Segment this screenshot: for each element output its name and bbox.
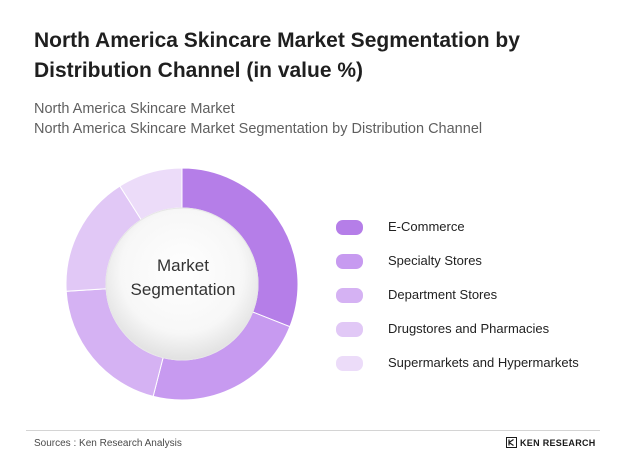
brand-logo: KEN RESEARCH <box>506 437 596 448</box>
legend-swatch <box>336 220 363 235</box>
legend-label: Drugstores and Pharmacies <box>388 321 550 336</box>
subtitle-market: North America Skincare Market <box>34 101 235 117</box>
legend-item-supermarkets-hypermarkets: Supermarkets and Hypermarkets <box>336 347 616 381</box>
subtitle-segmentation: North America Skincare Market Segmentati… <box>34 121 483 137</box>
legend-item-specialty-stores: Specialty Stores <box>336 245 616 279</box>
legend-swatch <box>336 254 363 269</box>
legend-label: Specialty Stores <box>388 253 482 268</box>
legend-label: Supermarkets and Hypermarkets <box>388 355 579 370</box>
donut-chart <box>65 167 299 401</box>
source-note: Sources : Ken Research Analysis <box>34 438 182 449</box>
legend-swatch <box>336 322 363 337</box>
donut-center <box>105 207 259 361</box>
legend-label: E-Commerce <box>388 219 465 234</box>
legend-item-drugstores-pharmacies: Drugstores and Pharmacies <box>336 313 616 347</box>
chart-title: North America Skincare Market Segmentati… <box>34 29 520 82</box>
donut-center-label: Market Segmentation <box>130 256 236 299</box>
legend-swatch <box>336 356 363 371</box>
brand-name: KEN RESEARCH <box>520 437 596 448</box>
legend-item-department-stores: Department Stores <box>336 279 616 313</box>
legend-swatch <box>336 288 363 303</box>
chart-legend: E-Commerce Specialty Stores Department S… <box>336 211 616 381</box>
legend-item-e-commerce: E-Commerce <box>336 211 616 245</box>
footer-divider <box>26 430 600 431</box>
ken-research-logo-icon <box>506 437 517 448</box>
legend-label: Department Stores <box>388 287 498 302</box>
